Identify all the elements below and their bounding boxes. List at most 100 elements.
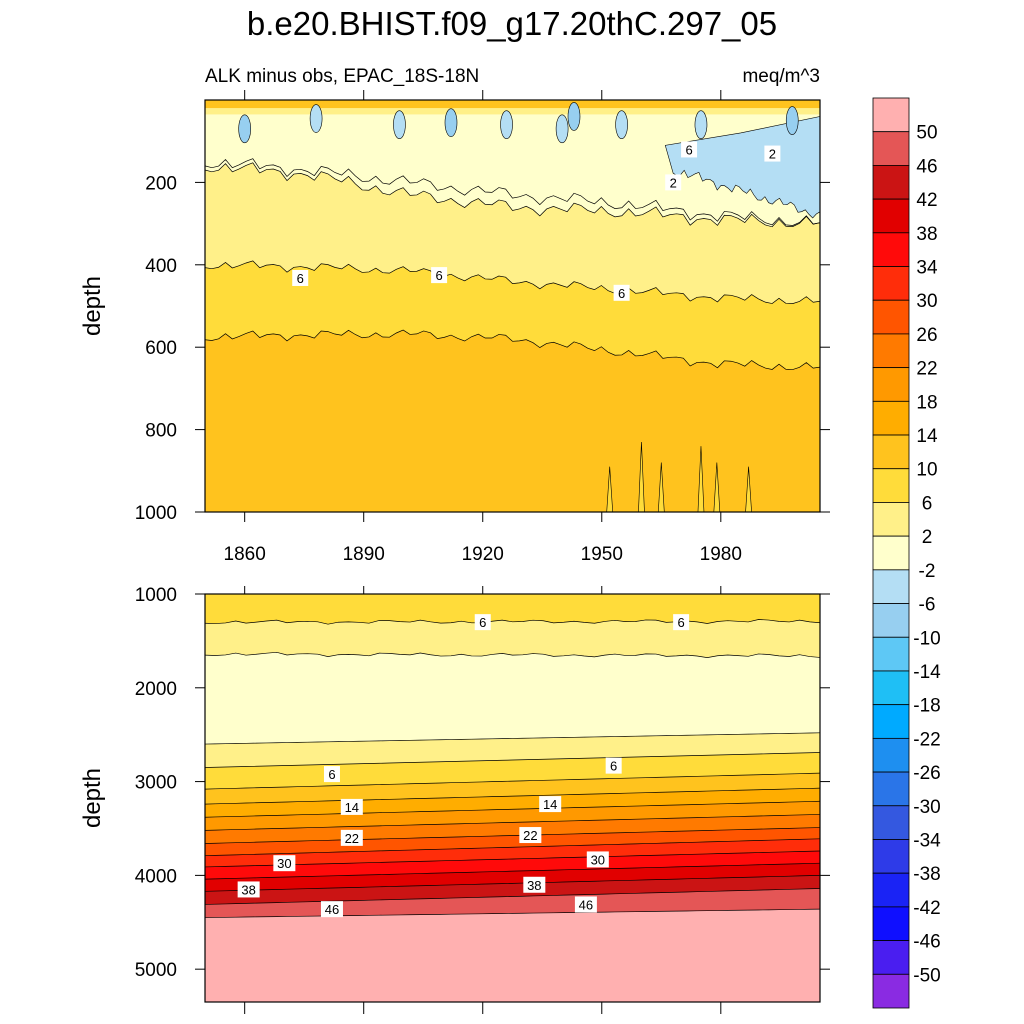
colorbar-swatch xyxy=(872,468,910,503)
colorbar-swatch xyxy=(872,737,910,773)
colorbar-label: 6 xyxy=(922,493,933,514)
bottom-contour-labels: 6 6 6 6 14 14 22 22 30 30 38 38 46 46 xyxy=(237,614,690,918)
bottom-contour-line xyxy=(204,875,821,892)
bottom-y-axis-label: depth xyxy=(79,768,106,828)
contour-label-bg xyxy=(519,827,542,844)
bottom-contour-line xyxy=(204,888,821,905)
colorbar-label: 34 xyxy=(916,258,938,279)
contour-label-bg xyxy=(613,284,630,301)
bottom-y-tick-label: 5000 xyxy=(135,960,177,981)
top-y-tick-label: 600 xyxy=(145,338,177,359)
subtitle-left: ALK minus obs, EPAC_18S-18N xyxy=(205,66,479,87)
colorbar-label: -22 xyxy=(913,729,940,750)
contour-label-bg xyxy=(605,757,622,774)
contour-label-bg xyxy=(273,855,296,872)
colorbar-swatch xyxy=(872,198,910,234)
bottom-contour-line xyxy=(204,827,821,844)
contour-label-bg xyxy=(665,174,682,191)
top-contour-labels: 6 6 6 6 2 2 xyxy=(292,141,781,301)
bottom-contour-line xyxy=(204,772,821,790)
bottom-contour-line xyxy=(204,651,821,659)
colorbar-swatch xyxy=(872,400,910,436)
top-anomaly-patch xyxy=(309,104,323,133)
contour-label: 30 xyxy=(591,852,605,867)
colorbar-label: 2 xyxy=(922,527,933,548)
top-x-tick-label: 1890 xyxy=(343,544,385,565)
colorbar-label: -42 xyxy=(913,898,940,919)
bottom-contour-line xyxy=(204,800,821,818)
top-x-tick-label: 1950 xyxy=(581,544,623,565)
contour-label-bg xyxy=(523,876,546,893)
colorbar-swatch xyxy=(872,434,910,470)
top-surface-band xyxy=(205,100,820,109)
top-plot-frame xyxy=(204,99,821,513)
bottom-panel: 6 6 6 6 14 14 22 22 30 30 38 38 46 46 1000 2000 3000 400… xyxy=(79,585,830,1014)
colorbar-swatch xyxy=(872,906,910,941)
contour-label: 6 xyxy=(685,142,692,157)
contour-label: 6 xyxy=(297,271,304,286)
bottom-contour-line xyxy=(204,850,821,868)
contour-label: 14 xyxy=(543,797,557,812)
top-anomaly-patch xyxy=(393,110,406,140)
colorbar-swatch xyxy=(872,165,910,200)
colorbar-label: -14 xyxy=(913,662,941,683)
colorbar-label: -46 xyxy=(913,932,940,953)
top-contour-lines xyxy=(204,158,821,370)
top-anomaly-patch xyxy=(615,110,628,140)
contour-label-bg xyxy=(431,267,448,284)
contour-label-bg xyxy=(292,269,309,286)
colorbar-swatch xyxy=(872,940,910,975)
top-deep-spike xyxy=(657,462,665,513)
colorbar-swatch xyxy=(872,603,910,638)
contour-label: 46 xyxy=(579,897,593,912)
colorbar-swatch xyxy=(872,670,910,706)
top-deep-spike xyxy=(697,446,705,513)
bottom-contour-line xyxy=(204,787,821,805)
colorbar-label: 42 xyxy=(916,190,937,211)
top-panel: ALK minus obs, EPAC_18S-18N meq/m^3 6 666… xyxy=(79,66,830,565)
top-anomaly-patch xyxy=(444,108,458,137)
colorbar-swatch xyxy=(872,502,910,537)
top-y-tick-label: 200 xyxy=(145,173,177,194)
top-y-tick-label: 1000 xyxy=(135,503,177,524)
colorbar-label: -50 xyxy=(913,965,940,986)
colorbar-swatch xyxy=(872,839,910,874)
bottom-contour-fill xyxy=(205,594,820,1002)
contour-label-bg xyxy=(764,145,781,162)
colorbar-label: -10 xyxy=(913,628,940,649)
chart-title: b.e20.BHIST.f09_g17.20thC.297_05 xyxy=(247,5,777,42)
contour-label-bg xyxy=(323,766,340,783)
contour-label-bg xyxy=(340,798,363,815)
top-anomaly-patch xyxy=(238,114,251,144)
colorbar-label: -2 xyxy=(919,561,936,582)
top-band-neg6 xyxy=(664,116,821,219)
bottom-contour-line xyxy=(204,908,821,918)
colorbar-label: -18 xyxy=(913,696,940,717)
bottom-y-tick-label: 1000 xyxy=(135,585,177,606)
top-anomaly-patch xyxy=(500,110,513,140)
bottom-y-tick-label: 2000 xyxy=(135,679,177,700)
top-y-tick-label: 800 xyxy=(145,421,177,442)
contour-label-bg xyxy=(320,901,343,918)
colorbar-label: 38 xyxy=(916,224,937,245)
colorbar-label: -30 xyxy=(913,797,940,818)
contour-label-bg xyxy=(340,829,363,846)
top-band-neg2 xyxy=(205,100,820,227)
contour-label-bg xyxy=(574,896,597,913)
colorbar-swatch xyxy=(872,367,910,402)
contour-label: 2 xyxy=(769,147,776,162)
colorbar-label: -34 xyxy=(913,830,941,851)
colorbar-label: 10 xyxy=(916,460,937,481)
bottom-band xyxy=(205,594,820,625)
top-anomaly-patch xyxy=(694,110,708,140)
contour-label-bg xyxy=(237,881,260,898)
bottom-plot-frame xyxy=(204,593,821,1003)
contour-label: 6 xyxy=(618,286,625,301)
top-deep-spike xyxy=(606,466,614,513)
colorbar-swatch xyxy=(872,805,910,840)
contour-label: 38 xyxy=(527,878,541,893)
colorbar-swatch xyxy=(872,333,910,369)
top-contour-line xyxy=(204,162,821,228)
top-x-tick-label: 1920 xyxy=(462,544,504,565)
